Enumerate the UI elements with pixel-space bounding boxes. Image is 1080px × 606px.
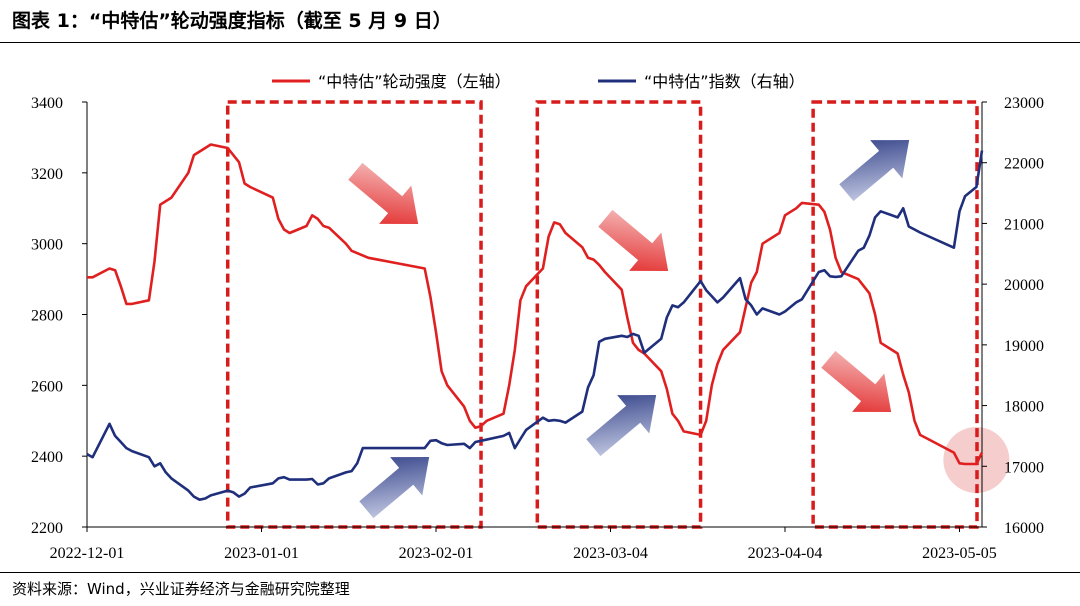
right-tick-label: 17000 <box>1004 459 1044 476</box>
down-arrow-icon <box>821 350 892 412</box>
x-tick-label: 2023-02-01 <box>399 545 474 562</box>
right-tick-label: 22000 <box>1004 156 1044 173</box>
x-tick-label: 2023-03-04 <box>573 545 648 562</box>
down-arrow-icon-shape <box>348 162 419 224</box>
right-tick-label: 23000 <box>1004 95 1044 112</box>
rotation-strength-line <box>87 143 984 466</box>
left-tick-label: 3400 <box>31 95 63 112</box>
dashed-period-box <box>535 100 703 529</box>
right-tick-label: 20000 <box>1004 277 1044 294</box>
up-arrow-icon <box>586 395 657 457</box>
up-arrow-icon-shape <box>586 395 657 457</box>
index-line <box>86 150 984 501</box>
down-arrow-icon <box>348 162 419 224</box>
right-tick-label: 16000 <box>1004 520 1044 537</box>
left-tick-label: 2400 <box>31 449 63 466</box>
legend-item-rotation-strength-label: “中特估”轮动强度（左轴） <box>318 72 511 91</box>
x-tick-label: 2023-05-05 <box>922 545 997 562</box>
legend-item-index-label: “中特估”指数（右轴） <box>644 72 805 91</box>
x-tick-label: 2022-12-01 <box>50 545 125 562</box>
up-arrow-icon-shape <box>839 140 910 202</box>
x-tick-label: 2023-01-01 <box>224 545 299 562</box>
x-tick-label: 2023-04-04 <box>748 545 823 562</box>
source-divider <box>0 572 1080 573</box>
down-arrow-icon-shape <box>598 209 669 271</box>
left-tick-label: 2200 <box>31 520 63 537</box>
right-tick-label: 19000 <box>1004 338 1044 355</box>
right-tick-label: 18000 <box>1004 399 1044 416</box>
right-tick-label: 21000 <box>1004 216 1044 233</box>
title-divider <box>0 42 1080 43</box>
left-tick-label: 3200 <box>31 166 63 183</box>
down-arrow-icon-shape <box>821 350 892 412</box>
dashed-period-box <box>225 100 483 529</box>
down-arrow-icon <box>598 209 669 271</box>
up-arrow-icon-shape <box>359 457 430 519</box>
up-arrow-icon <box>839 140 910 202</box>
up-arrow-icon <box>359 457 430 519</box>
chart-title: 图表 1：“中特估”轮动强度指标（截至 5 月 9 日） <box>12 10 452 32</box>
left-tick-label: 2600 <box>31 378 63 395</box>
source-note: 资料来源：Wind，兴业证券经济与金融研究院整理 <box>12 580 350 598</box>
left-tick-label: 3000 <box>31 237 63 254</box>
left-tick-label: 2800 <box>31 308 63 325</box>
